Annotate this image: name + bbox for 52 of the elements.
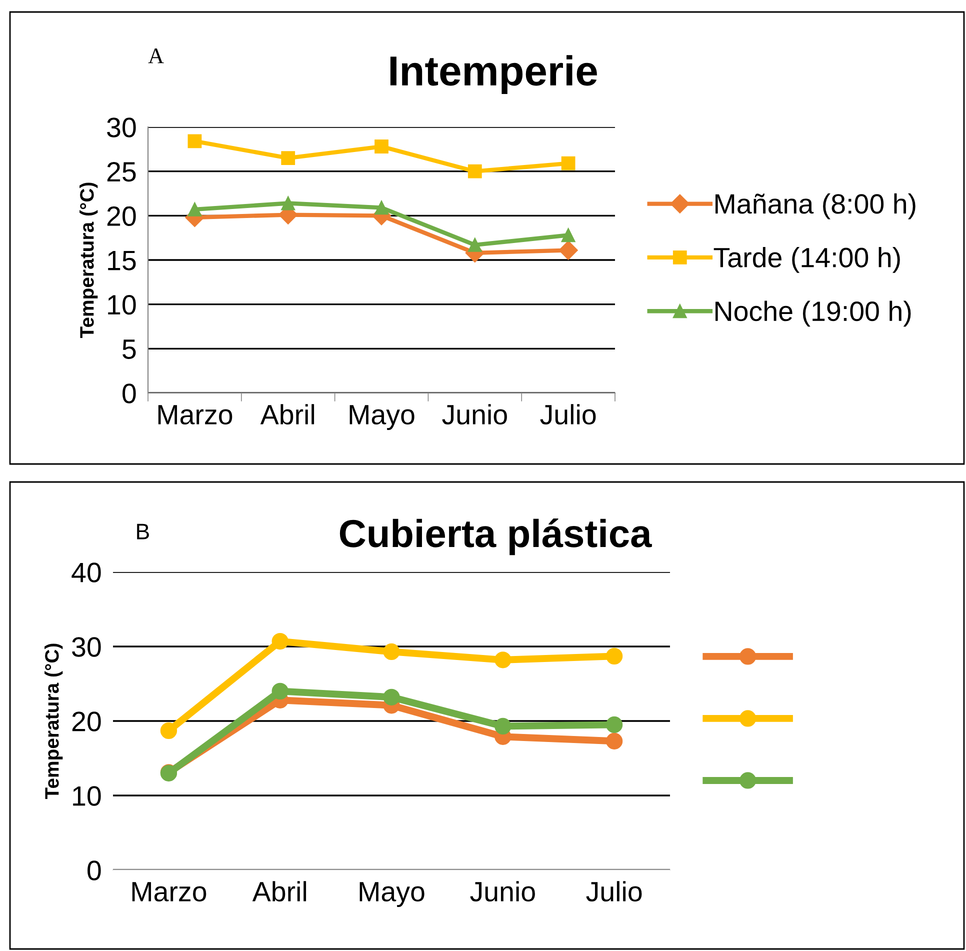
- x-tick-label: Julio: [540, 404, 596, 425]
- y-tick-label: 10: [108, 295, 136, 315]
- y-tick-label: 0: [122, 384, 136, 404]
- x-tick-label: Julio: [586, 881, 642, 902]
- point: [558, 240, 578, 260]
- y-tick-label: 10: [73, 786, 101, 806]
- y-axis-title: Temperatura (°C): [44, 644, 63, 800]
- point: [561, 228, 576, 242]
- point: [606, 732, 623, 750]
- x-tick-label: Marzo: [158, 405, 232, 425]
- chart-title: Cubierta plástica: [340, 518, 652, 556]
- x-tick-label: Junio: [442, 404, 507, 425]
- y-tick-label: 40: [72, 562, 101, 582]
- x-tick-label: Mayo: [360, 882, 424, 908]
- point: [468, 238, 482, 252]
- y-tick-label: 20: [107, 206, 136, 226]
- x-tick-label: Junio: [470, 881, 535, 902]
- y-tick-label: 30: [107, 118, 136, 138]
- y-tick-label: 25: [107, 162, 136, 182]
- x-tick-label: Mayo: [350, 405, 414, 430]
- point: [160, 722, 178, 740]
- x-tick-label: Abril: [260, 404, 314, 425]
- y-axis-title: Temperatura (°C): [80, 182, 98, 338]
- x-tick-label: Abril: [252, 881, 306, 902]
- y-tick-label: 5: [122, 340, 136, 360]
- text: B: [137, 524, 149, 540]
- point: [188, 134, 202, 148]
- point: [606, 648, 623, 665]
- point: [272, 682, 288, 700]
- point: [494, 652, 512, 668]
- legend-label: Tarde (14:00 h): [714, 247, 900, 273]
- y-tick-label: 0: [88, 860, 101, 880]
- legend-label: Mañana (8:00 h): [716, 193, 916, 220]
- y-tick-label: 30: [72, 637, 101, 657]
- point: [606, 716, 623, 734]
- point: [272, 632, 288, 650]
- point: [281, 196, 296, 210]
- point: [188, 202, 202, 216]
- x-tick-label: Marzo: [132, 882, 206, 902]
- legend-label: Noche (19:00 h): [716, 300, 911, 327]
- chart-title: Intemperie: [390, 55, 597, 94]
- point: [468, 164, 482, 178]
- y-tick-label: 20: [72, 712, 101, 732]
- point: [383, 688, 400, 706]
- point: [494, 718, 512, 735]
- point: [374, 140, 388, 154]
- y-tick-label: 15: [108, 250, 136, 270]
- point: [281, 151, 296, 165]
- text: A: [148, 48, 164, 64]
- point: [374, 200, 388, 215]
- point: [383, 643, 400, 660]
- point: [561, 156, 576, 170]
